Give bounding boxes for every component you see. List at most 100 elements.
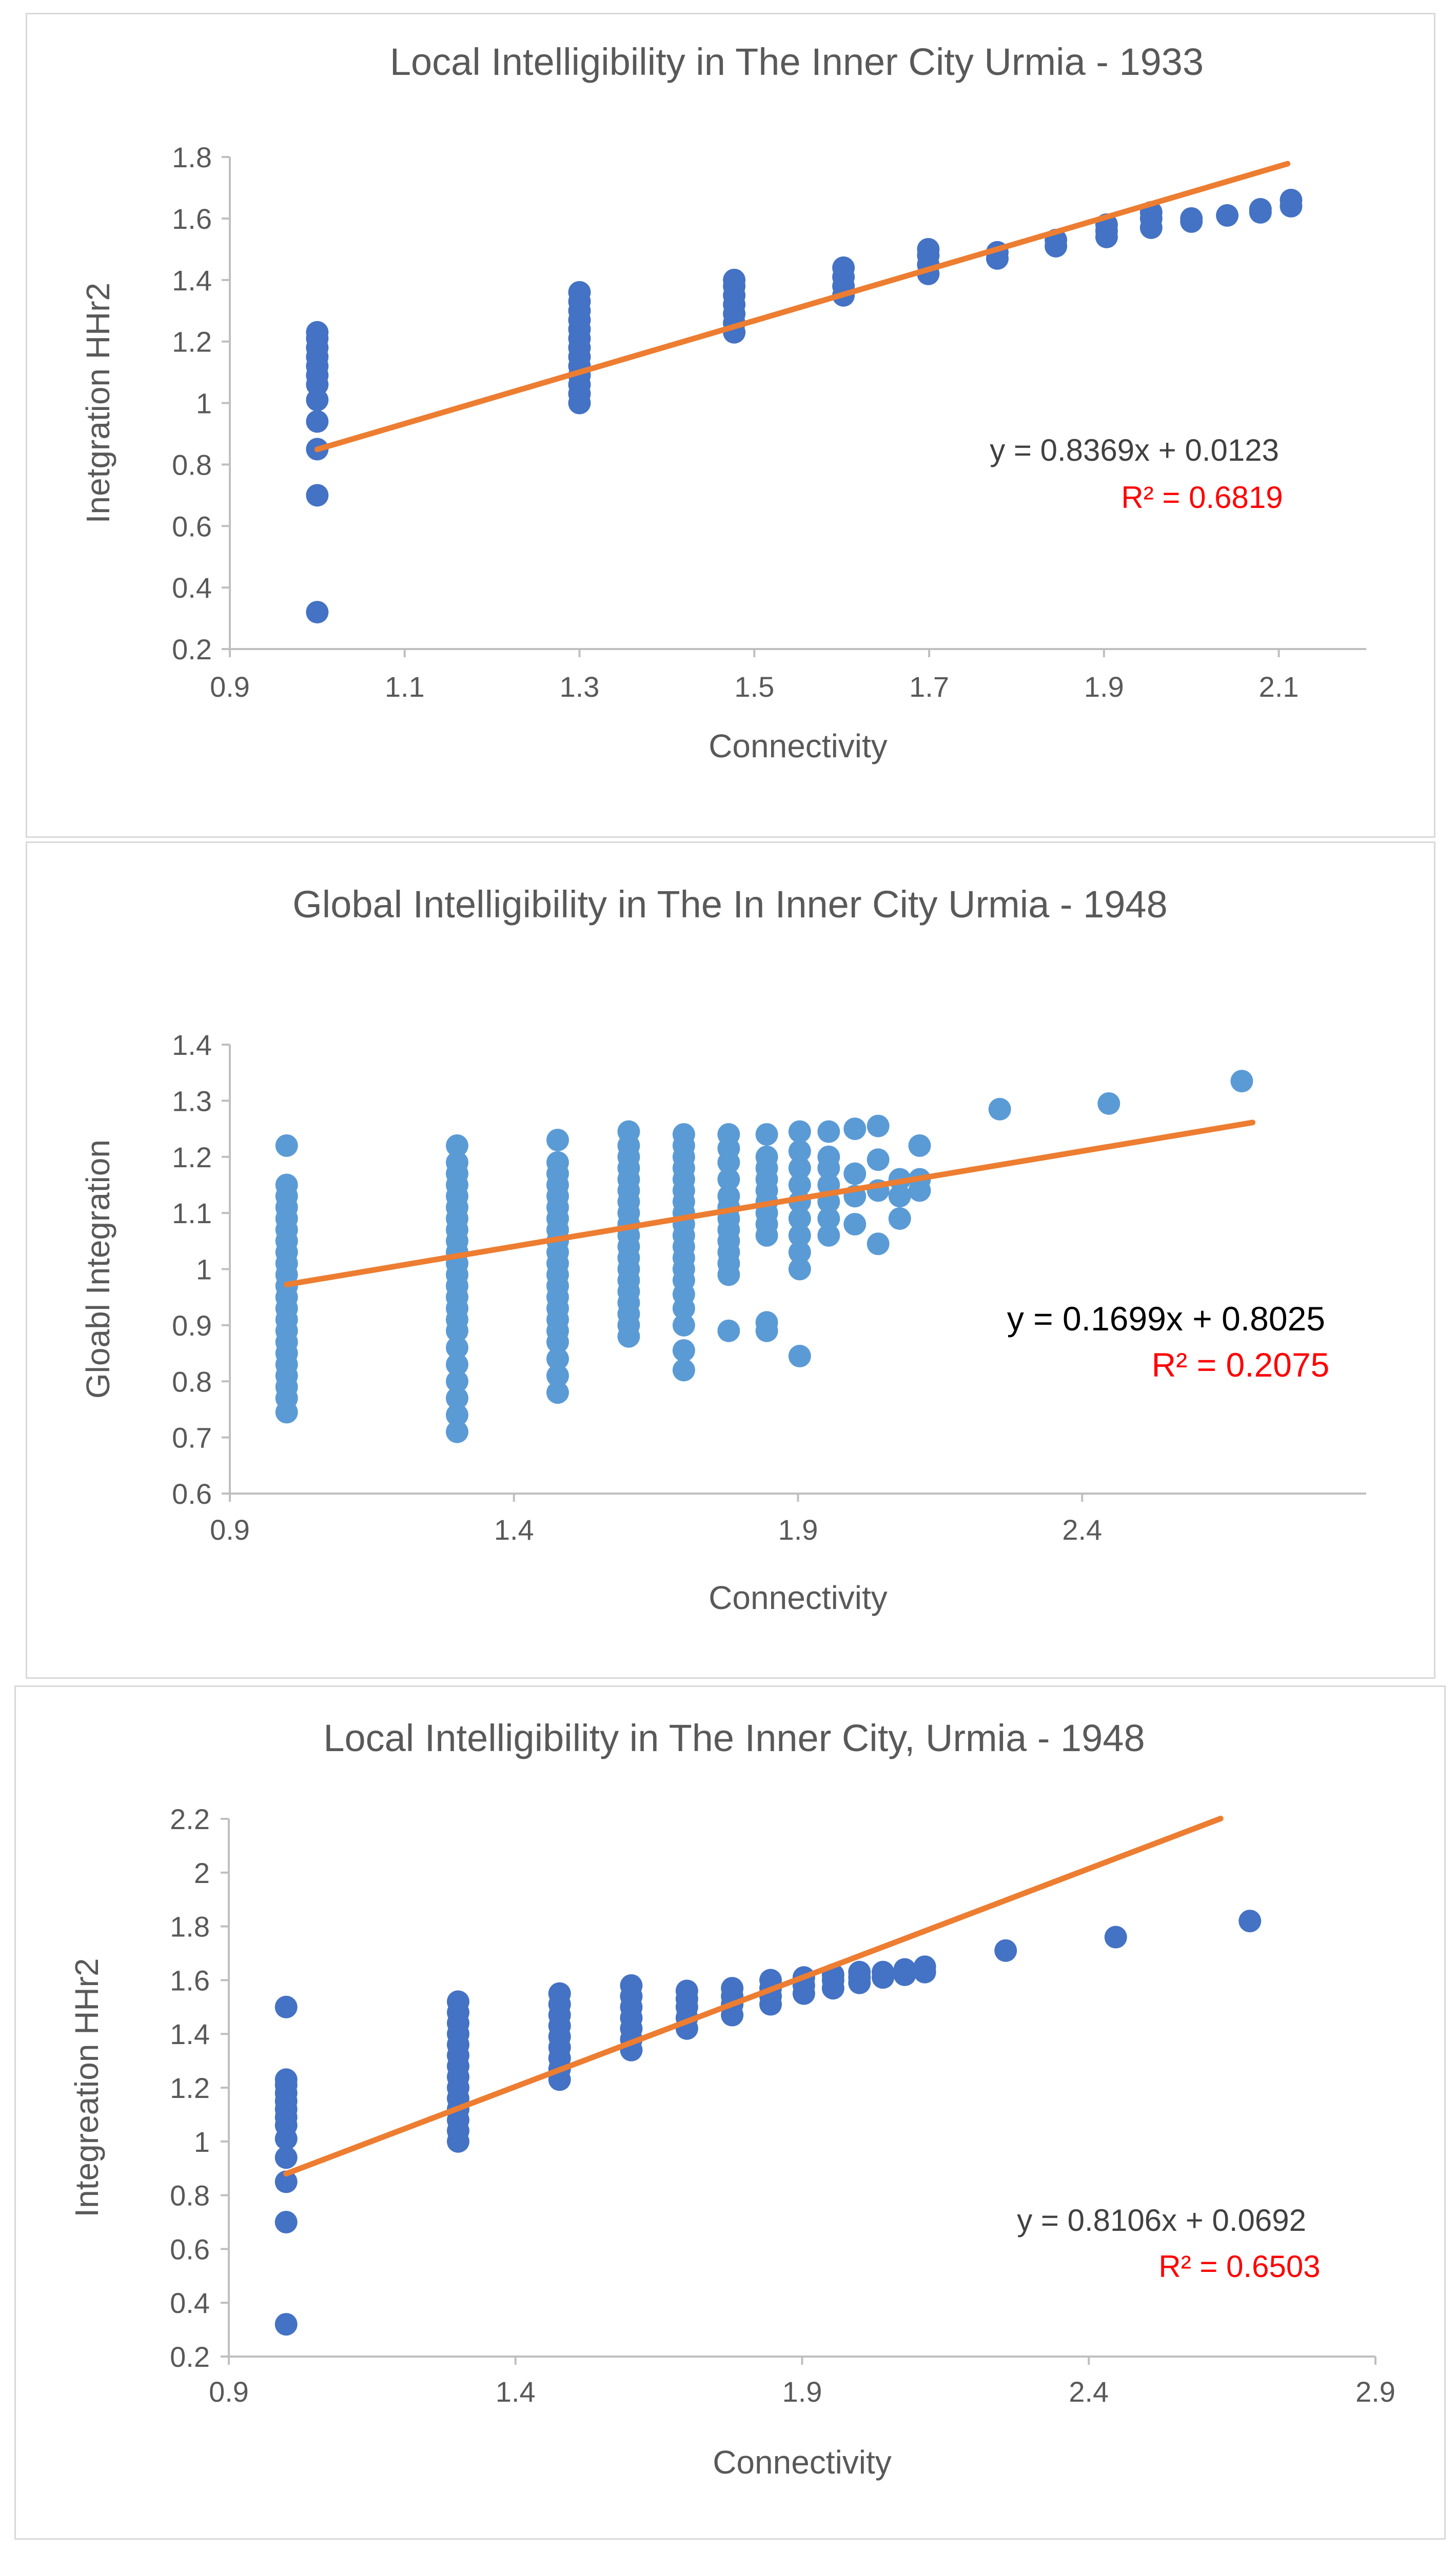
- x-axis-label: Connectivity: [709, 1579, 888, 1616]
- chart-panel-local-1948: Local Intelligibility in The Inner City,…: [14, 1685, 1446, 2540]
- y-tick-label: 0.4: [170, 2287, 210, 2319]
- data-point: [717, 1168, 740, 1191]
- y-tick-label: 1: [194, 2126, 210, 2158]
- data-point: [274, 1995, 298, 2018]
- data-point: [1104, 1926, 1127, 1949]
- data-point: [1097, 1092, 1120, 1115]
- y-tick-label: 0.4: [172, 572, 212, 604]
- y-tick-label: 1: [196, 1253, 212, 1286]
- data-point: [817, 1145, 840, 1168]
- data-point: [675, 1979, 698, 2003]
- data-point: [446, 1403, 468, 1426]
- y-tick-label: 1.8: [170, 1911, 210, 1943]
- y-tick-label: 0.8: [172, 1365, 212, 1398]
- data-point: [1280, 188, 1303, 211]
- data-point: [867, 1232, 890, 1255]
- data-point: [548, 1982, 571, 2005]
- data-point: [546, 1151, 569, 1174]
- y-axis-label: Inetgration HHr2: [80, 283, 116, 524]
- x-tick-label: 1.7: [909, 671, 949, 703]
- y-tick-label: 1.8: [172, 141, 212, 173]
- r-squared-label: R² = 0.6819: [1121, 480, 1283, 515]
- y-tick-label: 1.2: [170, 2072, 210, 2104]
- data-point: [274, 2211, 298, 2233]
- data-point: [306, 601, 329, 624]
- data-point: [446, 1151, 468, 1174]
- x-tick-label: 0.9: [210, 1514, 250, 1546]
- data-point: [788, 1345, 811, 1368]
- y-tick-label: 1: [196, 387, 212, 420]
- y-tick-label: 0.8: [172, 448, 212, 481]
- y-tick-label: 1.2: [172, 1141, 212, 1173]
- chart-global-1948: Global Intelligibility in The In Inner C…: [80, 883, 1366, 1616]
- data-point: [988, 1097, 1011, 1121]
- data-point: [620, 1974, 643, 1997]
- data-point: [872, 1960, 895, 1984]
- y-axis-label: Gloabl Integration: [80, 1140, 116, 1399]
- data-point: [306, 410, 329, 433]
- x-tick-label: 0.9: [210, 671, 250, 703]
- data-point: [788, 1224, 811, 1247]
- data-point: [1249, 198, 1272, 221]
- data-point: [546, 1364, 569, 1387]
- data-point: [755, 1311, 778, 1334]
- chart-panel-global-1948: Global Intelligibility in The In Inner C…: [26, 841, 1435, 1679]
- data-point: [1238, 1910, 1262, 1933]
- data-point: [788, 1241, 811, 1264]
- y-tick-label: 1.4: [172, 264, 212, 297]
- trendline: [283, 1815, 1224, 2177]
- y-tick-label: 0.2: [170, 2341, 210, 2373]
- x-tick-label: 1.3: [560, 671, 600, 703]
- data-point: [446, 1353, 468, 1376]
- data-point: [994, 1939, 1017, 1962]
- y-tick-label: 0.8: [170, 2180, 210, 2212]
- y-tick-label: 1.4: [170, 2018, 210, 2050]
- trendline: [314, 161, 1291, 453]
- y-tick-label: 2: [194, 1857, 210, 1889]
- data-point: [788, 1120, 811, 1143]
- data-point: [867, 1114, 890, 1137]
- data-point: [306, 321, 329, 344]
- data-point: [788, 1156, 811, 1180]
- data-point: [275, 1134, 298, 1157]
- trendline-equation: y = 0.8106x + 0.0692: [1017, 2203, 1306, 2238]
- x-tick-label: 1.9: [1084, 671, 1124, 703]
- data-point: [546, 1381, 569, 1404]
- x-tick-label: 1.9: [778, 1514, 818, 1546]
- x-tick-label: 2.4: [1062, 1514, 1102, 1546]
- x-axis-label: Connectivity: [713, 2444, 892, 2481]
- y-tick-label: 0.9: [172, 1309, 212, 1342]
- y-tick-label: 0.6: [170, 2233, 210, 2265]
- y-tick-label: 1.3: [172, 1085, 212, 1117]
- data-point: [1230, 1070, 1253, 1093]
- data-point: [1180, 207, 1203, 230]
- data-point: [817, 1224, 840, 1247]
- data-point: [446, 1370, 468, 1393]
- data-point: [788, 1140, 811, 1163]
- data-point: [917, 238, 940, 261]
- data-point: [843, 1213, 867, 1235]
- data-point: [755, 1123, 778, 1146]
- y-axis-label: Integreation HHr2: [68, 1958, 105, 2217]
- data-point: [274, 2170, 298, 2193]
- data-point: [717, 1319, 740, 1342]
- x-axis-label: Connectivity: [709, 728, 888, 764]
- data-point: [1216, 204, 1239, 227]
- chart-title: Local Intelligibility in The Inner City …: [390, 41, 1204, 83]
- data-point: [888, 1185, 911, 1208]
- data-point: [672, 1123, 695, 1146]
- data-point: [817, 1120, 840, 1143]
- data-point: [788, 1258, 811, 1281]
- x-tick-label: 2.9: [1355, 2376, 1395, 2408]
- data-point: [546, 1128, 569, 1151]
- data-point: [306, 484, 329, 507]
- data-point: [568, 281, 591, 304]
- x-tick-label: 1.4: [496, 2376, 536, 2408]
- data-point: [908, 1134, 931, 1157]
- y-tick-label: 1.1: [172, 1197, 212, 1229]
- trendline-equation: y = 0.8369x + 0.0123: [990, 433, 1279, 467]
- x-tick-label: 2.1: [1259, 671, 1299, 703]
- x-tick-label: 1.9: [782, 2376, 822, 2408]
- chart-title: Global Intelligibility in The In Inner C…: [292, 883, 1168, 926]
- y-tick-label: 1.4: [172, 1029, 212, 1061]
